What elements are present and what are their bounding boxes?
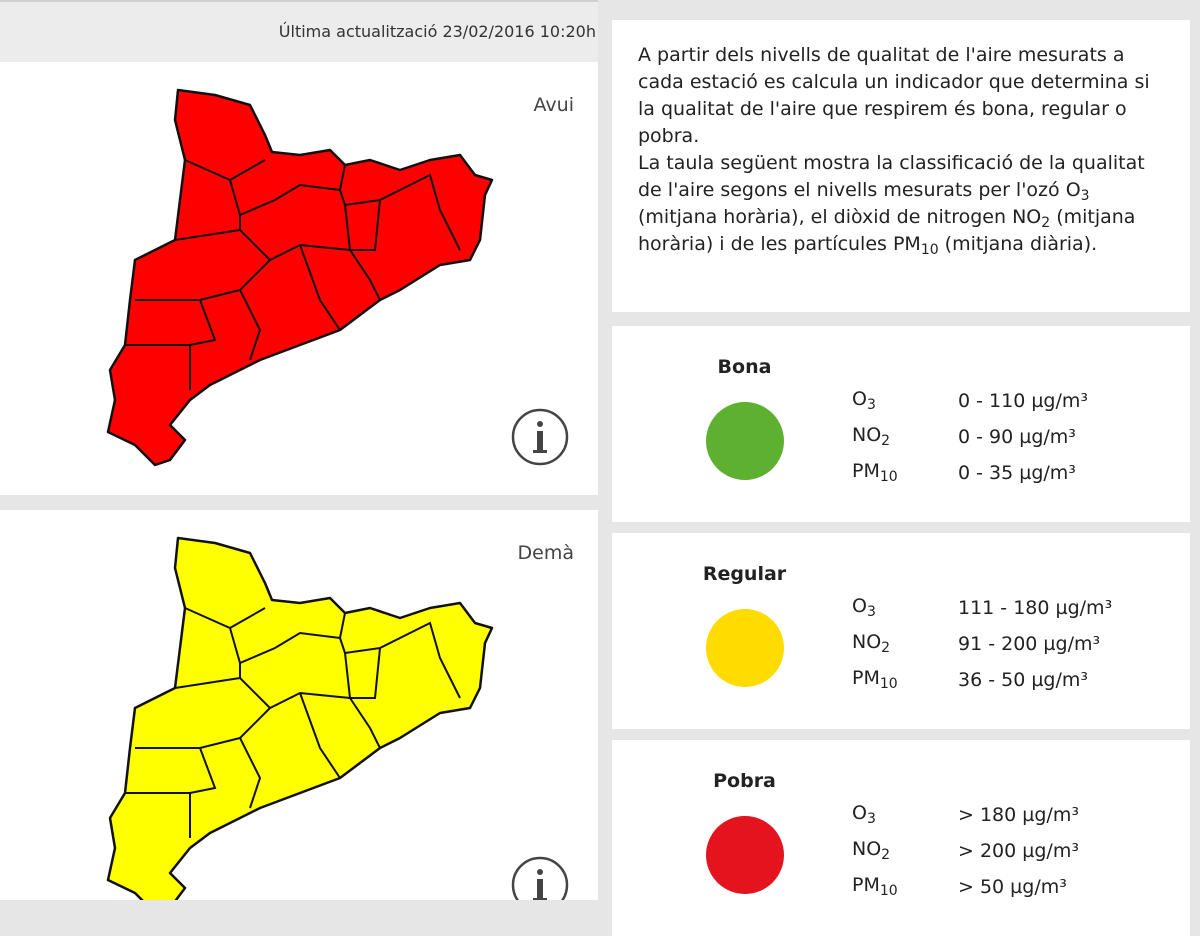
range: 36 - 50 µg/m³ xyxy=(958,669,1089,691)
last-update: Última actualització 23/02/2016 10:20h xyxy=(278,22,596,41)
map-card: Avui xyxy=(0,62,598,495)
level-card: Bona O3 0 - 110 µg/m³ NO2 0 - 90 µg/m³ PM10 0 … xyxy=(612,326,1190,522)
region-shape xyxy=(106,88,494,467)
pollutant-name: PM xyxy=(852,667,880,689)
pollutant-sub: 2 xyxy=(881,640,891,656)
pollutant-sub: 3 xyxy=(866,604,876,620)
paragraph: A partir dels nivells de qualitat de l'a… xyxy=(638,42,1164,150)
level-card: Regular O3 111 - 180 µg/m³ NO2 91 - 200 µg/m… xyxy=(612,533,1190,729)
level-card: Pobra O3 > 180 µg/m³ NO2 > 200 µg/m³ PM10 > 50… xyxy=(612,740,1190,936)
pollutant: O3 xyxy=(852,802,876,827)
range: 0 - 90 µg/m³ xyxy=(958,426,1076,448)
pollutant-sub: 2 xyxy=(881,847,891,863)
pollutant-name: NO xyxy=(852,838,882,860)
range: > 200 µg/m³ xyxy=(958,840,1079,862)
pollutant: PM10 xyxy=(852,460,898,485)
range: 0 - 35 µg/m³ xyxy=(958,462,1076,484)
paragraph: La taula següent mostra la classificació… xyxy=(638,150,1164,258)
level-dot xyxy=(706,609,784,687)
pollutant-sub: 2 xyxy=(881,433,891,449)
range: > 180 µg/m³ xyxy=(958,804,1079,826)
pollutant-sub: 10 xyxy=(879,883,898,899)
info-icon[interactable] xyxy=(511,856,569,900)
pollutant-name: NO xyxy=(852,424,882,446)
text: La taula següent mostra la classificació… xyxy=(638,152,1145,201)
range: 91 - 200 µg/m³ xyxy=(958,633,1101,655)
pollutant-sub: 10 xyxy=(879,469,898,485)
level-dot xyxy=(706,402,784,480)
text: (mitjana horària), el diòxid de nitrogen… xyxy=(638,206,1042,228)
region-shape xyxy=(106,536,494,900)
range: 111 - 180 µg/m³ xyxy=(958,597,1113,619)
text: (mitjana horària) i de les partícules PM xyxy=(638,206,1136,255)
level-name: Pobra xyxy=(713,770,776,792)
pollutant-name: O xyxy=(852,595,867,617)
subscript: 10 xyxy=(920,242,939,258)
pollutant: O3 xyxy=(852,595,876,620)
subscript: 2 xyxy=(1041,215,1051,231)
text: A partir dels nivells de qualitat de l'a… xyxy=(638,44,1150,147)
range: 0 - 110 µg/m³ xyxy=(958,390,1089,412)
header: Última actualització 23/02/2016 10:20h xyxy=(0,0,598,62)
pollutant-name: PM xyxy=(852,460,880,482)
pollutant-name: NO xyxy=(852,631,882,653)
pollutant: PM10 xyxy=(852,667,898,692)
pollutant-name: O xyxy=(852,802,867,824)
pollutant: NO2 xyxy=(852,838,891,863)
map-label: Avui xyxy=(533,94,574,116)
subscript: 3 xyxy=(1080,188,1090,204)
info-icon[interactable] xyxy=(511,408,569,466)
map-card: Demà xyxy=(0,510,598,900)
map-label: Demà xyxy=(517,542,574,564)
pollutant-sub: 3 xyxy=(866,397,876,413)
level-dot xyxy=(706,816,784,894)
text: (mitjana diària). xyxy=(938,233,1098,255)
level-name: Regular xyxy=(702,563,787,585)
pollutant-name: PM xyxy=(852,874,880,896)
pollutant: PM10 xyxy=(852,874,898,899)
pollutant-name: O xyxy=(852,388,867,410)
pollutant-sub: 10 xyxy=(879,676,898,692)
pollutant-sub: 3 xyxy=(866,811,876,827)
level-name: Bona xyxy=(717,356,772,378)
info-text: A partir dels nivells de qualitat de l'a… xyxy=(612,20,1190,258)
map xyxy=(106,536,569,900)
range: > 50 µg/m³ xyxy=(958,876,1067,898)
map xyxy=(106,88,569,467)
pollutant: NO2 xyxy=(852,424,891,449)
info-card: A partir dels nivells de qualitat de l'a… xyxy=(612,20,1190,312)
pollutant: O3 xyxy=(852,388,876,413)
pollutant: NO2 xyxy=(852,631,891,656)
